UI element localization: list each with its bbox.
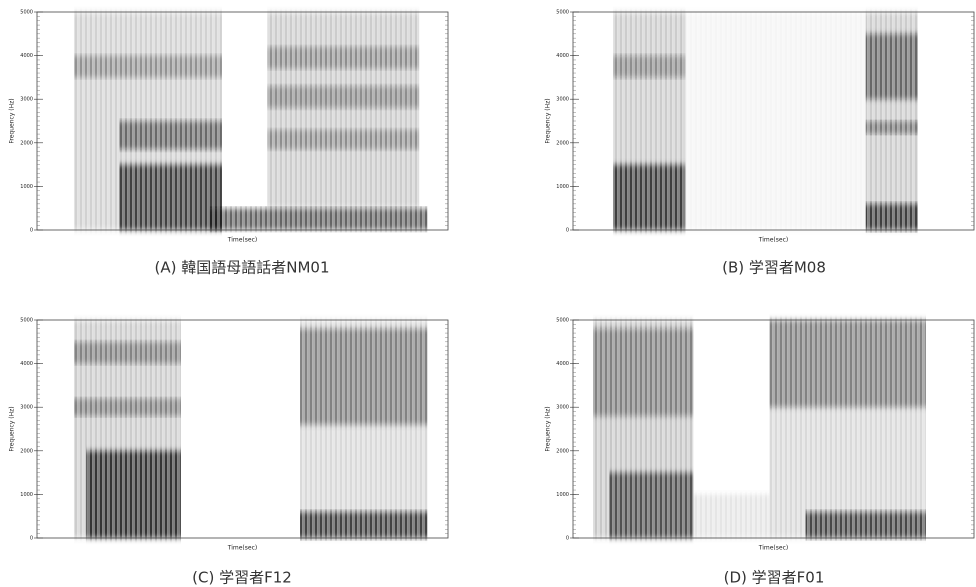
y-tick-label: 4000 <box>556 361 569 367</box>
spectrogram-energy <box>300 511 428 538</box>
y-tick-label: 1000 <box>20 184 33 190</box>
spectrogram-panel: 0 1000 2000 3000 4000 5000 Frequency (Hz) Time(… <box>9 10 449 277</box>
y-tick-label: 1000 <box>20 492 33 498</box>
spectrogram-energy <box>73 55 222 78</box>
spectrogram-panel: 0 1000 2000 3000 4000 5000 Frequency (Hz) Time(… <box>545 10 975 277</box>
spectrogram-panel: 0 1000 2000 3000 4000 5000 Frequency (Hz) Time(… <box>545 318 975 587</box>
spectrogram-energy <box>865 121 918 135</box>
figure-caption: (C) 学習者F12 <box>192 569 292 587</box>
figure-caption: (B) 学習者M08 <box>722 259 826 277</box>
y-tick-label: 0 <box>566 228 569 234</box>
y-tick-label: 5000 <box>556 318 569 324</box>
spectrogram-energy <box>267 129 420 150</box>
y-tick-label: 4000 <box>20 53 33 59</box>
figure-caption: (A) 韓国語母語話者NM01 <box>155 259 330 277</box>
spectrogram-energy <box>681 12 866 230</box>
spectrogram-energy <box>119 121 222 150</box>
spectrogram-energy <box>865 33 918 100</box>
spectrogram-energy <box>86 450 181 538</box>
y-tick-label: 2000 <box>556 448 569 454</box>
spectrogram-energy <box>865 203 918 230</box>
y-tick-label: 0 <box>566 536 569 542</box>
y-tick-label: 2000 <box>556 140 569 146</box>
spectrogram-energy <box>693 494 770 538</box>
spectrogram-energy <box>805 511 926 538</box>
spectrogram-energy <box>73 398 181 416</box>
spectrogram-panel: 0 1000 2000 3000 4000 5000 Frequency (Hz) Time(… <box>9 318 449 587</box>
spectrogram-energy <box>613 55 686 78</box>
y-tick-label: 1000 <box>556 492 569 498</box>
y-axis-label: Frequency (Hz) <box>545 98 552 143</box>
y-tick-label: 5000 <box>20 318 33 324</box>
spectrogram-energy <box>267 46 420 69</box>
y-tick-label: 0 <box>30 536 33 542</box>
spectrogram-energy <box>209 208 428 230</box>
y-tick-label: 2000 <box>20 448 33 454</box>
y-tick-label: 0 <box>30 228 33 234</box>
y-tick-label: 5000 <box>20 10 33 16</box>
spectrogram-energy <box>300 328 428 425</box>
spectrogram-energy <box>73 341 181 364</box>
spectrogram-energy <box>119 164 222 230</box>
y-tick-label: 4000 <box>20 361 33 367</box>
y-axis-label: Frequency (Hz) <box>9 406 16 451</box>
spectrogram-energy <box>267 12 420 209</box>
x-axis-label: Time(sec) <box>227 545 257 552</box>
y-tick-label: 3000 <box>556 405 569 411</box>
spectrogram-energy <box>609 472 694 538</box>
x-axis-label: Time(sec) <box>227 237 257 244</box>
figure-caption: (D) 学習者F01 <box>724 569 825 587</box>
y-tick-label: 3000 <box>556 97 569 103</box>
y-tick-label: 4000 <box>556 53 569 59</box>
x-axis-label: Time(sec) <box>758 545 788 552</box>
x-axis-label: Time(sec) <box>758 237 788 244</box>
y-tick-label: 2000 <box>20 140 33 146</box>
y-axis-label: Frequency (Hz) <box>545 406 552 451</box>
y-tick-label: 3000 <box>20 97 33 103</box>
y-axis-label: Frequency (Hz) <box>9 98 16 143</box>
spectrogram-energy <box>613 164 686 230</box>
spectrogram-energy <box>769 320 926 408</box>
y-tick-label: 3000 <box>20 405 33 411</box>
spectrogram-energy <box>593 328 694 416</box>
y-tick-label: 1000 <box>556 184 569 190</box>
y-tick-label: 5000 <box>556 10 569 16</box>
spectrogram-energy <box>267 86 420 108</box>
